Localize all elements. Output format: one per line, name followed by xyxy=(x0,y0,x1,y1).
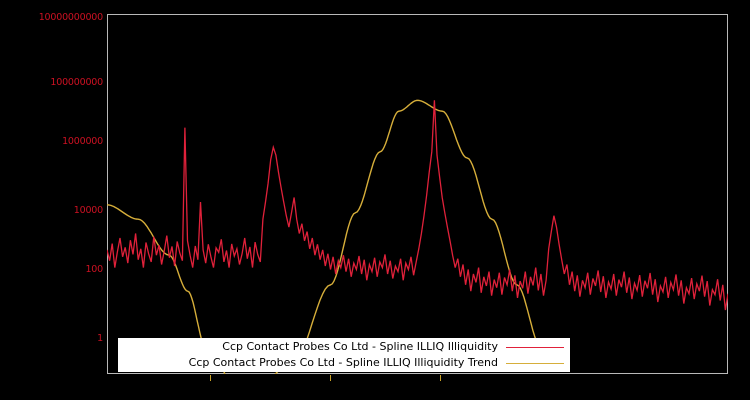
legend-entry: Ccp Contact Probes Co Ltd - Spline ILLIQ… xyxy=(118,339,570,355)
series-line-red xyxy=(107,100,728,311)
x-tick-mark xyxy=(210,375,211,381)
y-tick-label: 10000 xyxy=(73,205,103,216)
y-tick-label: 1 xyxy=(97,333,103,344)
legend-label: Ccp Contact Probes Co Ltd - Spline ILLIQ… xyxy=(188,356,498,369)
x-tick-mark xyxy=(440,375,441,381)
x-tick-mark xyxy=(330,375,331,381)
y-axis: 10000000000 100000000 1000000 10000 100 … xyxy=(0,0,103,400)
legend-swatch-illiquidity xyxy=(506,346,564,348)
trend-line-gold xyxy=(107,99,543,374)
plot-area xyxy=(107,99,728,374)
chart-legend: Ccp Contact Probes Co Ltd - Spline ILLIQ… xyxy=(118,338,570,372)
legend-label: Ccp Contact Probes Co Ltd - Spline ILLIQ… xyxy=(222,340,498,353)
plot-frame xyxy=(107,14,728,374)
y-tick-label: 1000000 xyxy=(62,136,103,147)
y-tick-label: 100 xyxy=(85,264,103,275)
y-tick-label: 100000000 xyxy=(50,77,103,88)
legend-swatch-trend xyxy=(506,362,564,364)
y-tick-label: 10000000000 xyxy=(38,12,103,23)
legend-entry: Ccp Contact Probes Co Ltd - Spline ILLIQ… xyxy=(118,355,570,371)
